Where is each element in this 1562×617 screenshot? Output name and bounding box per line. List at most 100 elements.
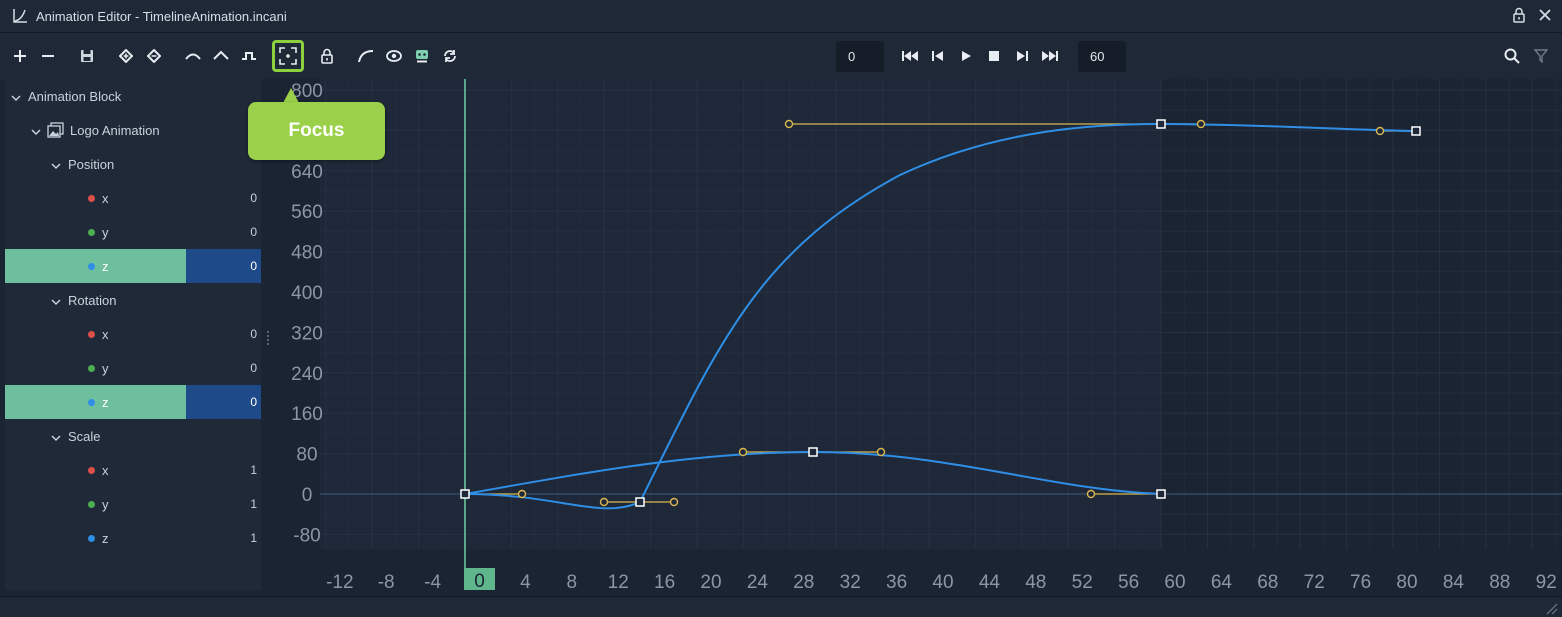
resize-grip-icon[interactable]: [1544, 601, 1558, 615]
keyframe[interactable]: [1156, 119, 1166, 129]
keyframe[interactable]: [460, 489, 470, 499]
panel-splitter[interactable]: [262, 79, 274, 590]
channel-value[interactable]: 0: [250, 225, 257, 239]
play-icon[interactable]: [954, 44, 978, 68]
tangent-handle[interactable]: [1086, 489, 1096, 499]
save-icon[interactable]: [75, 44, 99, 68]
channel-value[interactable]: 0: [250, 327, 257, 341]
first-frame-icon[interactable]: [898, 44, 922, 68]
tree-item-position[interactable]: Position: [5, 147, 261, 181]
chevron-down-icon[interactable]: [51, 295, 61, 306]
chevron-down-icon[interactable]: [51, 431, 61, 442]
channel-label: x: [102, 462, 109, 478]
keyframe[interactable]: [1156, 489, 1166, 499]
y-tick-label: 0: [302, 485, 313, 506]
channel-scale-y[interactable]: y 1: [5, 487, 261, 521]
y-tick-label: -80: [293, 525, 320, 546]
prev-frame-icon[interactable]: [926, 44, 950, 68]
channel-label: y: [102, 360, 109, 376]
channel-value[interactable]: 0: [250, 361, 257, 375]
channel-value[interactable]: 0: [250, 259, 257, 273]
chevron-down-icon[interactable]: [31, 125, 41, 136]
image-icon: [47, 122, 64, 141]
tangent-handle[interactable]: [876, 447, 886, 457]
channel-scale-z[interactable]: z 1: [5, 521, 261, 555]
search-icon[interactable]: [1500, 44, 1524, 68]
unlock-icon[interactable]: [315, 44, 339, 68]
channel-value[interactable]: 0: [250, 395, 257, 409]
current-frame-marker[interactable]: [464, 568, 495, 590]
end-frame-input[interactable]: 60: [1078, 41, 1126, 72]
sync-icon[interactable]: [438, 44, 462, 68]
curve-graph[interactable]: 800720640560480400320240160800-80 -12-8-…: [275, 79, 1562, 596]
channel-rotation-z[interactable]: z 0: [5, 385, 261, 419]
stop-icon[interactable]: [982, 44, 1006, 68]
channel-rotation-x[interactable]: x 0: [5, 317, 261, 351]
value-field[interactable]: [186, 385, 261, 419]
tangent-handle[interactable]: [738, 447, 748, 457]
x-tick-label: 36: [886, 572, 907, 593]
smooth-tangent-icon[interactable]: [181, 44, 205, 68]
channel-position-z[interactable]: z 0: [5, 249, 261, 283]
tree-item-scale[interactable]: Scale: [5, 419, 261, 453]
next-frame-icon[interactable]: [1010, 44, 1034, 68]
channel-dot: [88, 466, 95, 474]
ease-tangent-icon[interactable]: [209, 44, 233, 68]
channel-dot: [88, 228, 95, 236]
channel-dot: [88, 262, 95, 270]
robot-icon[interactable]: [410, 44, 434, 68]
focus-button[interactable]: [272, 40, 304, 72]
channel-value[interactable]: 1: [250, 497, 257, 511]
tangent-handle[interactable]: [669, 497, 679, 507]
x-tick-label: 32: [840, 572, 861, 593]
tree-item-logo-animation[interactable]: Logo Animation: [5, 113, 261, 147]
channel-value[interactable]: 1: [250, 463, 257, 477]
channel-label: z: [102, 394, 109, 410]
channel-scale-x[interactable]: x 1: [5, 453, 261, 487]
tangent-handle[interactable]: [1375, 126, 1385, 136]
channel-value[interactable]: 0: [250, 191, 257, 205]
x-tick-label: 52: [1072, 572, 1093, 593]
tangent-handle[interactable]: [599, 497, 609, 507]
tree-item-rotation[interactable]: Rotation: [5, 283, 261, 317]
channel-value[interactable]: 1: [250, 531, 257, 545]
channel-position-x[interactable]: x 0: [5, 181, 261, 215]
chevron-down-icon[interactable]: [51, 159, 61, 170]
remove-key-icon[interactable]: [142, 44, 166, 68]
add-key-icon[interactable]: [114, 44, 138, 68]
x-tick-label: 24: [747, 572, 769, 593]
x-tick-label: 20: [700, 572, 721, 593]
tree-label: Scale: [68, 428, 101, 444]
curve-icon[interactable]: [354, 44, 378, 68]
toolbar: 0 60: [0, 33, 1562, 79]
tangent-handle[interactable]: [1196, 119, 1206, 129]
channel-tree: Animation Block Logo Animation Position …: [5, 79, 261, 590]
tangent-handle[interactable]: [784, 119, 794, 129]
last-frame-icon[interactable]: [1038, 44, 1062, 68]
position-curve[interactable]: [464, 122, 1417, 510]
keyframe[interactable]: [635, 497, 645, 507]
remove-icon[interactable]: [36, 44, 60, 68]
tangent-handle[interactable]: [517, 489, 527, 499]
keyframe-range: [320, 79, 1161, 549]
filter-icon[interactable]: [1529, 44, 1553, 68]
keyframe[interactable]: [1411, 126, 1421, 136]
tree-item-animation-block[interactable]: Animation Block: [5, 79, 261, 113]
value-field[interactable]: [186, 249, 261, 283]
current-frame-input[interactable]: 0: [836, 41, 884, 72]
channel-label: z: [102, 258, 109, 274]
lock-icon[interactable]: [1512, 7, 1526, 23]
eye-icon[interactable]: [382, 44, 406, 68]
channel-label: y: [102, 496, 109, 512]
title-bar: Animation Editor - TimelineAnimation.inc…: [0, 0, 1562, 33]
step-tangent-icon[interactable]: [237, 44, 261, 68]
close-icon[interactable]: [1538, 7, 1552, 23]
add-icon[interactable]: [8, 44, 32, 68]
chevron-down-icon[interactable]: [11, 91, 21, 102]
channel-rotation-y[interactable]: y 0: [5, 351, 261, 385]
x-tick-label: 40: [932, 572, 953, 593]
x-tick-label: 80: [1396, 572, 1417, 593]
channel-position-y[interactable]: y 0: [5, 215, 261, 249]
x-tick-label: 72: [1304, 572, 1325, 593]
keyframe[interactable]: [808, 447, 818, 457]
